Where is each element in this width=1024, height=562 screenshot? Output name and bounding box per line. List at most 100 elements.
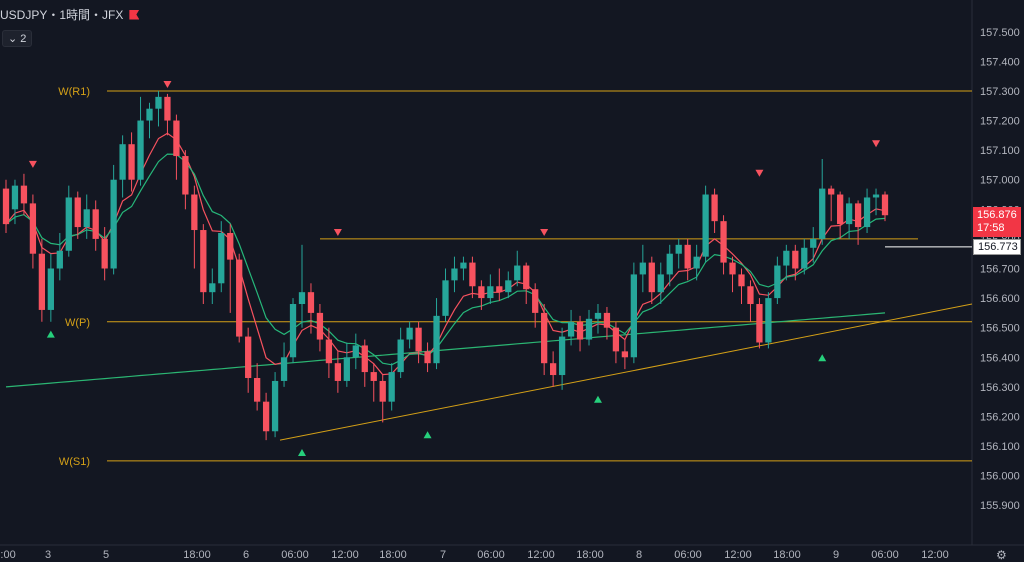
y-tick-label: 157.500 xyxy=(980,27,1020,39)
candle-body xyxy=(200,230,207,293)
x-tick-label: 06:00 xyxy=(871,549,899,561)
pivot-level-label: W(R1) xyxy=(58,86,90,98)
candle-body xyxy=(810,238,817,248)
candle-body xyxy=(415,327,422,352)
candle-body xyxy=(65,197,72,251)
x-tick-label: 06:00 xyxy=(477,549,505,561)
candle-body xyxy=(173,120,180,157)
candle-body xyxy=(209,283,216,293)
x-tick-label: 12:00 xyxy=(724,549,752,561)
x-tick-label: 3 xyxy=(45,549,51,561)
countdown-value: 17:58 xyxy=(977,222,1005,234)
candle-body xyxy=(460,262,467,269)
last-price-tag: 156.876 17:58 xyxy=(973,207,1021,237)
candle-body xyxy=(155,96,162,109)
candle-body xyxy=(334,363,342,381)
candle-body xyxy=(720,221,727,263)
candle-body xyxy=(487,286,494,299)
candle-body xyxy=(738,274,745,287)
y-tick-label: 156.700 xyxy=(980,264,1020,276)
x-tick-label: 06:00 xyxy=(674,549,702,561)
y-tick-label: 156.400 xyxy=(980,352,1020,364)
x-tick-label: 18:00 xyxy=(183,549,211,561)
x-tick-label: 18:00 xyxy=(773,549,801,561)
candle-body xyxy=(523,265,530,290)
chevron-down-icon: ⌄ xyxy=(8,33,18,45)
swing-low-marker xyxy=(297,448,306,456)
candle-body xyxy=(594,312,602,319)
candle-body xyxy=(128,144,135,180)
candle-body xyxy=(325,339,333,364)
candle-body xyxy=(47,268,54,310)
candle-body xyxy=(541,312,548,364)
candle-body xyxy=(693,256,700,269)
candle-body xyxy=(675,244,682,254)
swing-high-marker xyxy=(28,160,37,168)
gear-icon[interactable]: ⚙ xyxy=(996,548,1007,562)
candle-body xyxy=(74,197,81,228)
y-tick-label: 157.200 xyxy=(980,116,1020,128)
candle-body xyxy=(388,372,395,402)
x-tick-label: 0:00 xyxy=(0,549,16,561)
candle-body xyxy=(110,179,117,269)
candle-body xyxy=(271,380,279,432)
candle-body xyxy=(639,262,646,275)
x-tick-label: 7 xyxy=(440,549,446,561)
swing-high-marker xyxy=(540,228,549,236)
y-tick-label: 156.200 xyxy=(980,411,1020,423)
indicator-count: 2 xyxy=(20,33,27,45)
candle-body xyxy=(514,265,521,281)
swing-high-marker xyxy=(872,140,881,148)
candle-body xyxy=(56,250,63,269)
y-tick-label: 156.100 xyxy=(980,441,1020,453)
candle-body xyxy=(38,253,46,310)
candle-body xyxy=(182,156,189,195)
candle-body xyxy=(666,253,673,275)
candle-body xyxy=(828,188,835,195)
candle-body xyxy=(227,232,234,260)
candle-body xyxy=(684,244,691,269)
candle-body xyxy=(442,280,449,316)
swing-high-marker xyxy=(163,81,172,89)
candle-body xyxy=(558,336,566,376)
candle-body xyxy=(137,120,144,180)
y-tick-label: 156.500 xyxy=(980,323,1020,335)
x-tick-label: 9 xyxy=(833,549,839,561)
candle-body xyxy=(424,351,431,364)
y-tick-label: 156.000 xyxy=(980,471,1020,483)
swing-low-marker xyxy=(46,330,55,338)
candle-body xyxy=(164,96,171,121)
x-tick-label: 8 xyxy=(636,549,642,561)
symbol-label: USDJPY・1時間・JFX xyxy=(0,8,124,22)
candle-body xyxy=(370,372,377,381)
y-tick-label: 157.400 xyxy=(980,56,1020,68)
candle-body xyxy=(280,357,288,381)
candle-body xyxy=(146,108,153,121)
candle-body xyxy=(747,286,754,305)
candle-body xyxy=(236,259,243,337)
candle-body xyxy=(881,194,889,216)
line-price-tag: 156.773 xyxy=(973,239,1021,255)
y-tick-label: 156.300 xyxy=(980,382,1020,394)
candle-body xyxy=(379,380,386,402)
candle-body xyxy=(289,304,297,358)
x-tick-label: 12:00 xyxy=(921,549,949,561)
x-tick-label: 5 xyxy=(103,549,109,561)
candle-body xyxy=(478,286,485,299)
candle-body xyxy=(352,345,359,358)
candle-body xyxy=(316,312,324,340)
pivot-level-label: W(S1) xyxy=(59,456,90,468)
flag-icon[interactable] xyxy=(129,9,140,20)
x-tick-label: 12:00 xyxy=(527,549,555,561)
candle-body xyxy=(756,304,763,343)
x-tick-label: 06:00 xyxy=(281,549,309,561)
candle-body xyxy=(774,265,781,299)
candle-body xyxy=(819,188,826,239)
pivot-level-label: W(P) xyxy=(65,317,90,329)
x-tick-label: 12:00 xyxy=(331,549,359,561)
candle-body xyxy=(119,144,126,180)
candle-body xyxy=(433,315,440,364)
indicator-toggle[interactable]: ⌄ 2 xyxy=(2,30,33,47)
symbol-header[interactable]: USDJPY・1時間・JFX xyxy=(0,6,140,23)
